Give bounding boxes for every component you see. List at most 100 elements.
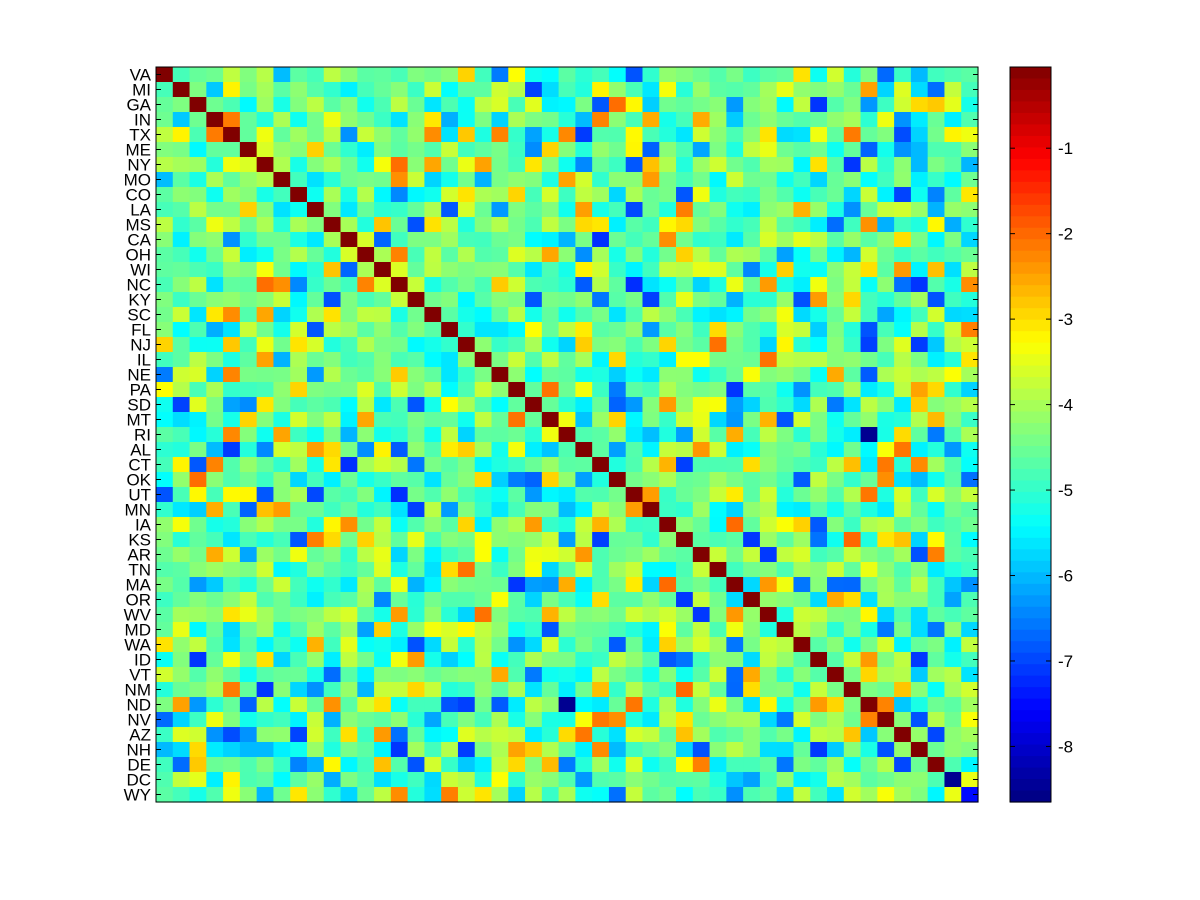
heatmap-cell	[357, 562, 375, 578]
heatmap-cell	[709, 367, 727, 383]
heatmap-cell	[810, 622, 828, 638]
heatmap-cell	[894, 112, 912, 128]
heatmap-cell	[927, 547, 946, 563]
heatmap-cell	[961, 412, 979, 428]
heatmap-cell	[441, 127, 459, 143]
heatmap-cell	[743, 397, 761, 413]
heatmap-cell	[743, 277, 761, 293]
row-label: PA	[130, 381, 152, 400]
heatmap-cell	[340, 532, 358, 548]
heatmap-cell	[944, 547, 962, 563]
heatmap-cell	[759, 727, 778, 743]
heatmap-cell	[223, 97, 241, 113]
heatmap-cell	[642, 472, 660, 488]
heatmap-cell	[558, 187, 576, 203]
heatmap-cell	[390, 247, 409, 263]
heatmap-cell	[491, 697, 509, 713]
heatmap-cell	[726, 127, 744, 143]
heatmap-cell	[810, 637, 828, 653]
heatmap-cell	[676, 352, 694, 368]
heatmap-cell	[592, 337, 610, 353]
heatmap-cell	[525, 337, 543, 353]
heatmap-cell	[491, 82, 509, 98]
heatmap-cell	[239, 382, 258, 398]
heatmap-cell	[424, 712, 442, 728]
colorbar-band	[1010, 170, 1051, 183]
heatmap-cell	[424, 307, 442, 323]
heatmap-cell	[474, 457, 493, 473]
heatmap-cell	[256, 262, 275, 278]
heatmap-cell	[172, 217, 191, 233]
heatmap-cell	[441, 532, 459, 548]
heatmap-cell	[290, 757, 308, 773]
heatmap-cell	[256, 787, 275, 803]
heatmap-cell	[508, 532, 526, 548]
heatmap-cell	[223, 457, 241, 473]
heatmap-cell	[692, 472, 711, 488]
heatmap-cell	[508, 187, 526, 203]
heatmap-cell	[592, 457, 610, 473]
heatmap-cell	[558, 82, 576, 98]
heatmap-cell	[306, 532, 325, 548]
heatmap-cell	[390, 187, 409, 203]
heatmap-cell	[625, 337, 644, 353]
heatmap-cell	[592, 157, 610, 173]
heatmap-cell	[441, 547, 459, 563]
heatmap-cell	[558, 517, 576, 533]
heatmap-cell	[357, 247, 375, 263]
heatmap-cell	[944, 397, 962, 413]
heatmap-cell	[843, 292, 862, 308]
heatmap-cell	[407, 412, 426, 428]
heatmap-cell	[726, 727, 744, 743]
heatmap-cell	[961, 532, 979, 548]
heatmap-cell	[860, 262, 878, 278]
heatmap-cell	[491, 772, 509, 788]
heatmap-cell	[525, 277, 543, 293]
heatmap-cell	[223, 772, 241, 788]
heatmap-cell	[374, 262, 392, 278]
heatmap-cell	[189, 697, 207, 713]
heatmap-cell	[491, 742, 509, 758]
heatmap-cell	[407, 232, 426, 248]
heatmap-cell	[424, 697, 442, 713]
heatmap-cell	[290, 637, 308, 653]
heatmap-cell	[407, 127, 426, 143]
heatmap-cell	[759, 682, 778, 698]
heatmap-cell	[340, 337, 358, 353]
heatmap-cell	[877, 172, 895, 188]
heatmap-cell	[810, 127, 828, 143]
heatmap-cell	[491, 67, 509, 83]
heatmap-cell	[608, 202, 627, 218]
heatmap-cell	[793, 262, 811, 278]
heatmap-cell	[676, 382, 694, 398]
heatmap-cell	[726, 187, 744, 203]
heatmap-cell	[306, 217, 325, 233]
heatmap-cell	[172, 787, 191, 803]
row-label: NY	[127, 156, 151, 175]
heatmap-cell	[608, 427, 627, 443]
colorbar-band	[1010, 572, 1051, 585]
heatmap-cell	[625, 187, 644, 203]
heatmap-cell	[390, 457, 409, 473]
heatmap-cell	[407, 367, 426, 383]
heatmap-cell	[709, 787, 727, 803]
heatmap-cell	[357, 757, 375, 773]
heatmap-cell	[457, 427, 476, 443]
heatmap-cell	[508, 367, 526, 383]
heatmap-cell	[340, 397, 358, 413]
heatmap-cell	[726, 712, 744, 728]
heatmap-cell	[558, 532, 576, 548]
heatmap-cell	[223, 232, 241, 248]
heatmap-cell	[810, 517, 828, 533]
heatmap-cell	[189, 712, 207, 728]
heatmap-cell	[659, 502, 677, 518]
heatmap-cell	[273, 232, 291, 248]
heatmap-cell	[608, 457, 627, 473]
heatmap-cell	[390, 217, 409, 233]
heatmap-cell	[894, 307, 912, 323]
heatmap-cell	[625, 547, 644, 563]
heatmap-cell	[306, 232, 325, 248]
heatmap-cell	[323, 202, 342, 218]
heatmap-cell	[759, 67, 778, 83]
heatmap-cell	[541, 622, 560, 638]
